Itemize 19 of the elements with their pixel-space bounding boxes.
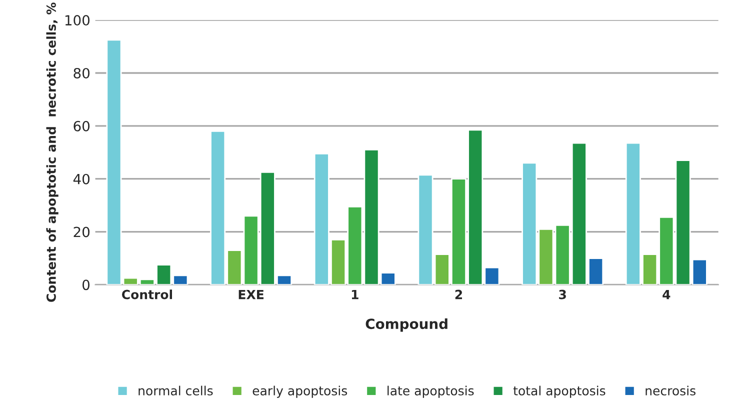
- y-tick-label: 60: [74, 120, 90, 132]
- y-tick-label: 100: [65, 15, 90, 26]
- x-tick-label: 2: [455, 290, 462, 300]
- legend-label: necrosis: [646, 386, 696, 396]
- legend-label: normal cells: [138, 386, 213, 396]
- x-tick-label: Control: [122, 290, 172, 300]
- legend-label: early apoptosis: [252, 386, 348, 398]
- x-axis-title: Compound: [366, 318, 448, 332]
- y-tick-label: 20: [74, 226, 90, 238]
- legend-label: total apoptosis: [513, 386, 606, 398]
- x-tick-label: EXE: [238, 290, 264, 300]
- y-tick-label: 0: [82, 280, 90, 290]
- x-tick-label: 4: [662, 290, 670, 300]
- y-axis-title: Content of apoptotic and necrotic cells, %: [46, 2, 58, 302]
- x-tick-label: 3: [559, 290, 566, 300]
- x-tick-label: 1: [352, 290, 358, 300]
- legend-label: late apoptosis: [388, 386, 474, 398]
- y-tick-label: 40: [73, 174, 90, 184]
- y-tick-label: 80: [74, 68, 90, 78]
